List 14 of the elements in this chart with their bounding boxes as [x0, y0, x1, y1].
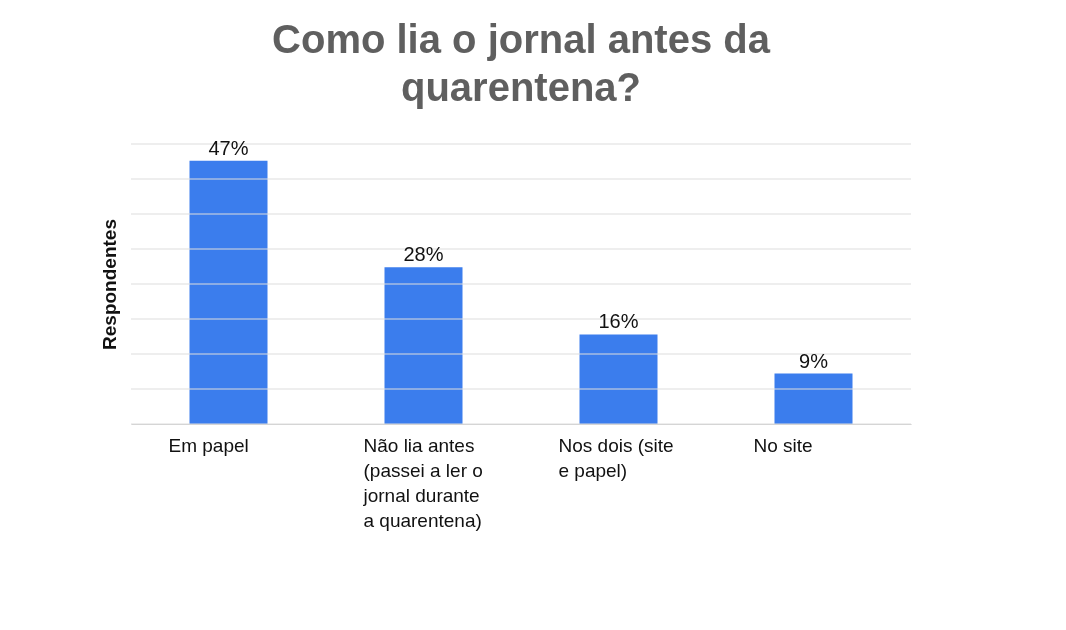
- bar: [774, 373, 853, 424]
- bar: [579, 334, 658, 424]
- y-axis-title: Respondentes: [98, 219, 120, 350]
- bar: [189, 160, 268, 424]
- x-tick-label: No site: [753, 434, 813, 456]
- x-tick-label: Não lia antes (passei a ler o jornal durante a quarentena): [362, 434, 483, 531]
- data-label: 9%: [799, 349, 829, 372]
- data-label: 16%: [598, 310, 639, 333]
- x-tick-label: Nos dois (site e papel): [558, 434, 674, 481]
- chart-title: Como lia o jornal antes da quarentena?: [272, 16, 771, 109]
- data-label: 47%: [208, 136, 249, 159]
- x-tick-label: Em papel: [168, 434, 249, 456]
- data-label: 28%: [403, 243, 444, 266]
- bar: [384, 267, 463, 424]
